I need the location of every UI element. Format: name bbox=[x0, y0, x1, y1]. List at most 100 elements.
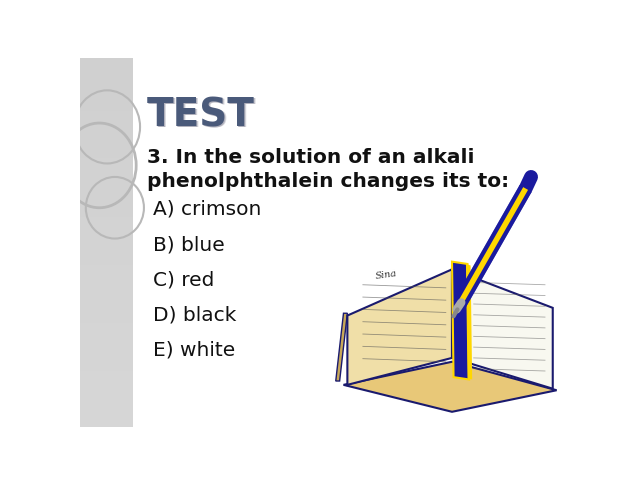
Bar bbox=[80, 217, 134, 218]
Bar bbox=[80, 245, 134, 246]
Bar bbox=[80, 361, 134, 362]
Bar bbox=[80, 394, 134, 395]
Bar bbox=[80, 402, 134, 403]
Bar bbox=[80, 234, 134, 235]
Bar bbox=[80, 256, 134, 257]
Bar bbox=[80, 351, 134, 352]
Bar bbox=[80, 70, 134, 71]
Bar bbox=[80, 168, 134, 169]
Bar bbox=[80, 282, 134, 283]
Bar bbox=[80, 78, 134, 79]
Bar bbox=[80, 149, 134, 150]
Bar bbox=[80, 231, 134, 232]
Bar bbox=[80, 213, 134, 214]
Bar bbox=[80, 396, 134, 397]
Bar bbox=[80, 99, 134, 100]
Bar bbox=[80, 422, 134, 423]
Bar bbox=[80, 181, 134, 182]
Bar bbox=[80, 198, 134, 199]
Bar bbox=[80, 376, 134, 377]
Polygon shape bbox=[344, 362, 557, 412]
Bar bbox=[80, 326, 134, 327]
Bar bbox=[80, 61, 134, 62]
Bar bbox=[80, 350, 134, 351]
Bar bbox=[80, 399, 134, 400]
Polygon shape bbox=[336, 313, 348, 381]
Bar bbox=[80, 276, 134, 277]
Polygon shape bbox=[466, 264, 472, 380]
Bar bbox=[80, 306, 134, 307]
Polygon shape bbox=[452, 269, 553, 389]
Bar bbox=[80, 84, 134, 85]
Bar bbox=[80, 269, 134, 270]
Bar bbox=[80, 96, 134, 97]
Bar bbox=[80, 209, 134, 210]
Bar bbox=[80, 83, 134, 84]
Bar bbox=[80, 218, 134, 219]
Bar bbox=[80, 220, 134, 221]
Bar bbox=[80, 242, 134, 243]
Bar bbox=[80, 343, 134, 344]
Bar bbox=[80, 121, 134, 122]
Bar bbox=[80, 403, 134, 404]
Bar bbox=[80, 205, 134, 206]
Bar bbox=[80, 76, 134, 77]
Bar bbox=[80, 409, 134, 410]
Bar bbox=[80, 318, 134, 319]
Bar bbox=[80, 239, 134, 240]
Bar bbox=[80, 347, 134, 348]
Bar bbox=[80, 145, 134, 146]
Bar bbox=[80, 184, 134, 185]
Bar bbox=[80, 395, 134, 396]
Bar bbox=[80, 199, 134, 200]
Bar bbox=[80, 134, 134, 135]
Bar bbox=[80, 183, 134, 184]
Bar bbox=[80, 65, 134, 66]
Bar bbox=[80, 148, 134, 149]
Bar bbox=[80, 312, 134, 313]
Bar bbox=[80, 254, 134, 255]
Bar bbox=[80, 119, 134, 120]
Bar bbox=[80, 169, 134, 170]
Bar bbox=[80, 173, 134, 174]
Bar bbox=[80, 261, 134, 262]
Bar bbox=[80, 271, 134, 272]
Bar bbox=[80, 359, 134, 360]
Bar bbox=[80, 150, 134, 151]
Bar bbox=[80, 383, 134, 384]
Bar bbox=[80, 392, 134, 393]
Bar bbox=[80, 413, 134, 414]
Bar bbox=[80, 311, 134, 312]
Bar bbox=[80, 103, 134, 104]
Bar bbox=[80, 414, 134, 415]
Bar bbox=[80, 177, 134, 178]
Bar bbox=[80, 64, 134, 65]
Bar bbox=[80, 131, 134, 132]
Bar bbox=[80, 321, 134, 322]
Bar bbox=[80, 89, 134, 90]
Bar bbox=[80, 328, 134, 329]
Text: TEST: TEST bbox=[148, 98, 257, 136]
Bar bbox=[80, 202, 134, 203]
Bar bbox=[80, 127, 134, 128]
Bar bbox=[80, 314, 134, 315]
Bar bbox=[80, 322, 134, 323]
Bar bbox=[80, 178, 134, 179]
Bar bbox=[80, 219, 134, 220]
Bar bbox=[80, 238, 134, 239]
Bar bbox=[80, 308, 134, 309]
Bar bbox=[80, 58, 134, 59]
Bar bbox=[80, 211, 134, 212]
Bar bbox=[80, 303, 134, 304]
Bar bbox=[80, 82, 134, 83]
Bar bbox=[80, 68, 134, 69]
Bar bbox=[80, 325, 134, 326]
Bar bbox=[80, 316, 134, 317]
Bar bbox=[80, 348, 134, 349]
Bar bbox=[80, 305, 134, 306]
Bar bbox=[80, 228, 134, 229]
Bar bbox=[80, 128, 134, 129]
Bar bbox=[80, 110, 134, 111]
Bar bbox=[80, 369, 134, 370]
Bar bbox=[80, 232, 134, 233]
